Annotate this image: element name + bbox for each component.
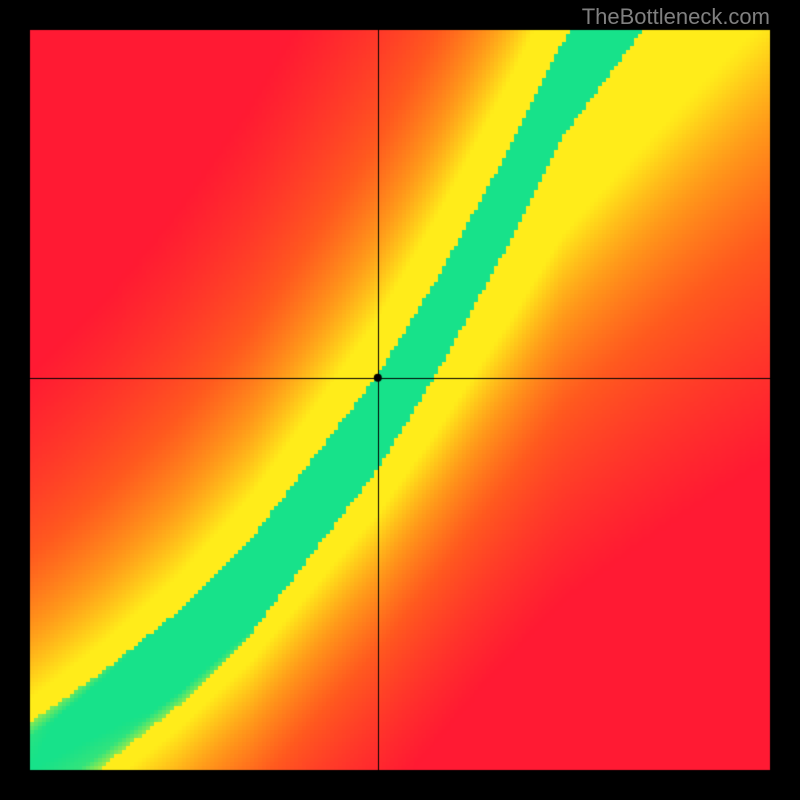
bottleneck-heatmap <box>0 0 800 800</box>
watermark-text: TheBottleneck.com <box>582 4 770 30</box>
chart-container: TheBottleneck.com <box>0 0 800 800</box>
